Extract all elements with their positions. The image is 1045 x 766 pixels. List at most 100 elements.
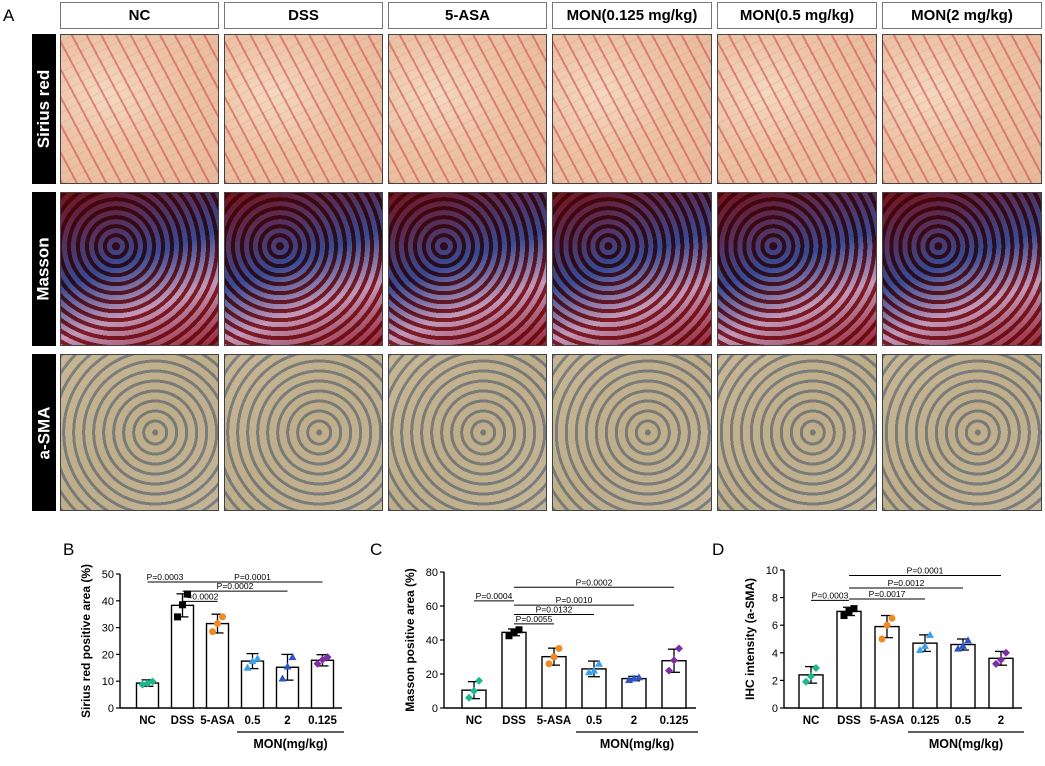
micrograph-sirius-mon-05 [717, 34, 877, 184]
data-point [323, 653, 332, 662]
panel-d-letter: D [712, 540, 725, 559]
micrograph-masson-dss [224, 192, 383, 346]
data-point [545, 660, 553, 668]
bar [501, 631, 527, 709]
p-value-label: P=0.0004 [476, 591, 513, 601]
x-tick-label: 2 [284, 715, 290, 727]
y-axis-label: IHC intensity (a-SMA) [743, 578, 757, 700]
panel-c-letter: C [370, 540, 383, 559]
y-axis-label: Sirius red positive area (%) [79, 564, 93, 718]
x-tick-label: 5-ASA [200, 715, 235, 727]
p-value-label: P=0.0003 [812, 590, 849, 600]
x-tick-label: 0.125 [308, 715, 337, 727]
data-point [510, 628, 518, 636]
y-axis-label: Masson positive area (%) [403, 568, 417, 711]
y-tick-label: 8 [772, 593, 778, 605]
column-header-mon-0125: MON(0.125 mg/kg) [552, 2, 712, 29]
data-point [209, 628, 216, 636]
y-tick-label: 60 [426, 601, 438, 613]
y-tick-label: 0 [772, 703, 778, 715]
x-tick-label: 2 [631, 715, 637, 727]
data-point [992, 659, 1000, 668]
data-point [214, 620, 221, 628]
data-point [174, 613, 181, 621]
x-tick-label: DSS [837, 715, 861, 727]
data-point [675, 644, 683, 653]
micrograph-sirius-mon-0125 [552, 34, 712, 184]
y-tick-label: 10 [766, 565, 778, 577]
y-tick-label: 0 [108, 703, 114, 715]
data-point [248, 657, 257, 665]
data-point [515, 626, 523, 634]
p-value-label: P=0.0003 [147, 572, 184, 582]
y-tick-label: 0 [432, 703, 438, 715]
data-point [148, 677, 157, 686]
data-point [184, 590, 191, 598]
y-tick-label: 50 [102, 569, 114, 581]
bar [950, 643, 976, 709]
micrograph-masson-5asa [388, 192, 547, 346]
p-value-label: P=0.0002 [217, 581, 254, 591]
y-tick-label: 40 [102, 596, 114, 608]
x-tick-label: 0.125 [911, 715, 940, 727]
column-header-5asa: 5-ASA [388, 2, 547, 29]
bar [988, 657, 1014, 709]
data-point [921, 641, 929, 649]
micrograph-masson-nc [60, 192, 219, 346]
y-tick-label: 2 [772, 675, 778, 687]
y-tick-label: 30 [102, 623, 114, 635]
chart-masson: 0 20 40 60 80 Masson positive area (%) NC DSS 5-… [403, 567, 698, 751]
bar [205, 622, 230, 709]
bar [836, 610, 862, 709]
bar [621, 677, 647, 709]
group-label: MON(mg/kg) [253, 737, 327, 751]
data-point [179, 601, 186, 609]
data-point [916, 646, 924, 654]
panel-b-letter: B [63, 540, 75, 559]
data-point [997, 655, 1005, 664]
micrograph-sma-mon-0125 [552, 354, 712, 511]
chart-ihc-intensity: 0 2 4 6 8 10 IHC intensity (a-SMA) NC DSS 5-ASA 0.… [743, 565, 1024, 751]
data-point [954, 644, 962, 652]
data-point [959, 641, 967, 649]
data-point [926, 630, 934, 638]
data-point [812, 663, 820, 672]
data-point [840, 612, 848, 620]
data-point [243, 663, 252, 671]
data-point [635, 673, 643, 681]
p-value-label: P=0.0001 [907, 566, 944, 576]
p-value-label: P=0.0001 [234, 572, 271, 582]
y-tick-label: 80 [426, 567, 438, 579]
data-point [1002, 648, 1010, 657]
data-point [283, 662, 292, 670]
y-tick-label: 20 [102, 649, 114, 661]
y-tick-label: 20 [426, 669, 438, 681]
data-point [470, 687, 478, 695]
data-point [219, 613, 226, 621]
micrograph-sma-mon-05 [717, 354, 877, 511]
y-tick-label: 6 [772, 620, 778, 632]
p-value-label: P=0.0055 [516, 614, 553, 624]
p-value-label: P=0.0017 [869, 589, 906, 599]
data-point [465, 693, 473, 702]
data-point [883, 621, 891, 629]
micrograph-masson-mon-2 [882, 192, 1042, 346]
x-tick-label: DSS [171, 715, 195, 727]
data-point [665, 666, 673, 675]
panel-a-letter: A [3, 6, 15, 25]
data-point [253, 654, 262, 662]
data-point [878, 635, 886, 643]
data-point [850, 605, 858, 613]
x-tick-label: 2 [998, 715, 1004, 727]
micrograph-sirius-dss [224, 34, 383, 184]
x-tick-label: NC [803, 715, 820, 727]
data-point [807, 672, 815, 681]
x-tick-label: 0.125 [660, 715, 689, 727]
x-tick-label: 0.5 [955, 715, 972, 727]
data-point [550, 653, 558, 661]
micrograph-sirius-mon-2 [882, 34, 1042, 184]
p-value-label: P=0.0012 [888, 578, 925, 588]
y-tick-label: 10 [102, 676, 114, 688]
data-point [313, 659, 322, 668]
x-tick-label: NC [466, 715, 483, 727]
